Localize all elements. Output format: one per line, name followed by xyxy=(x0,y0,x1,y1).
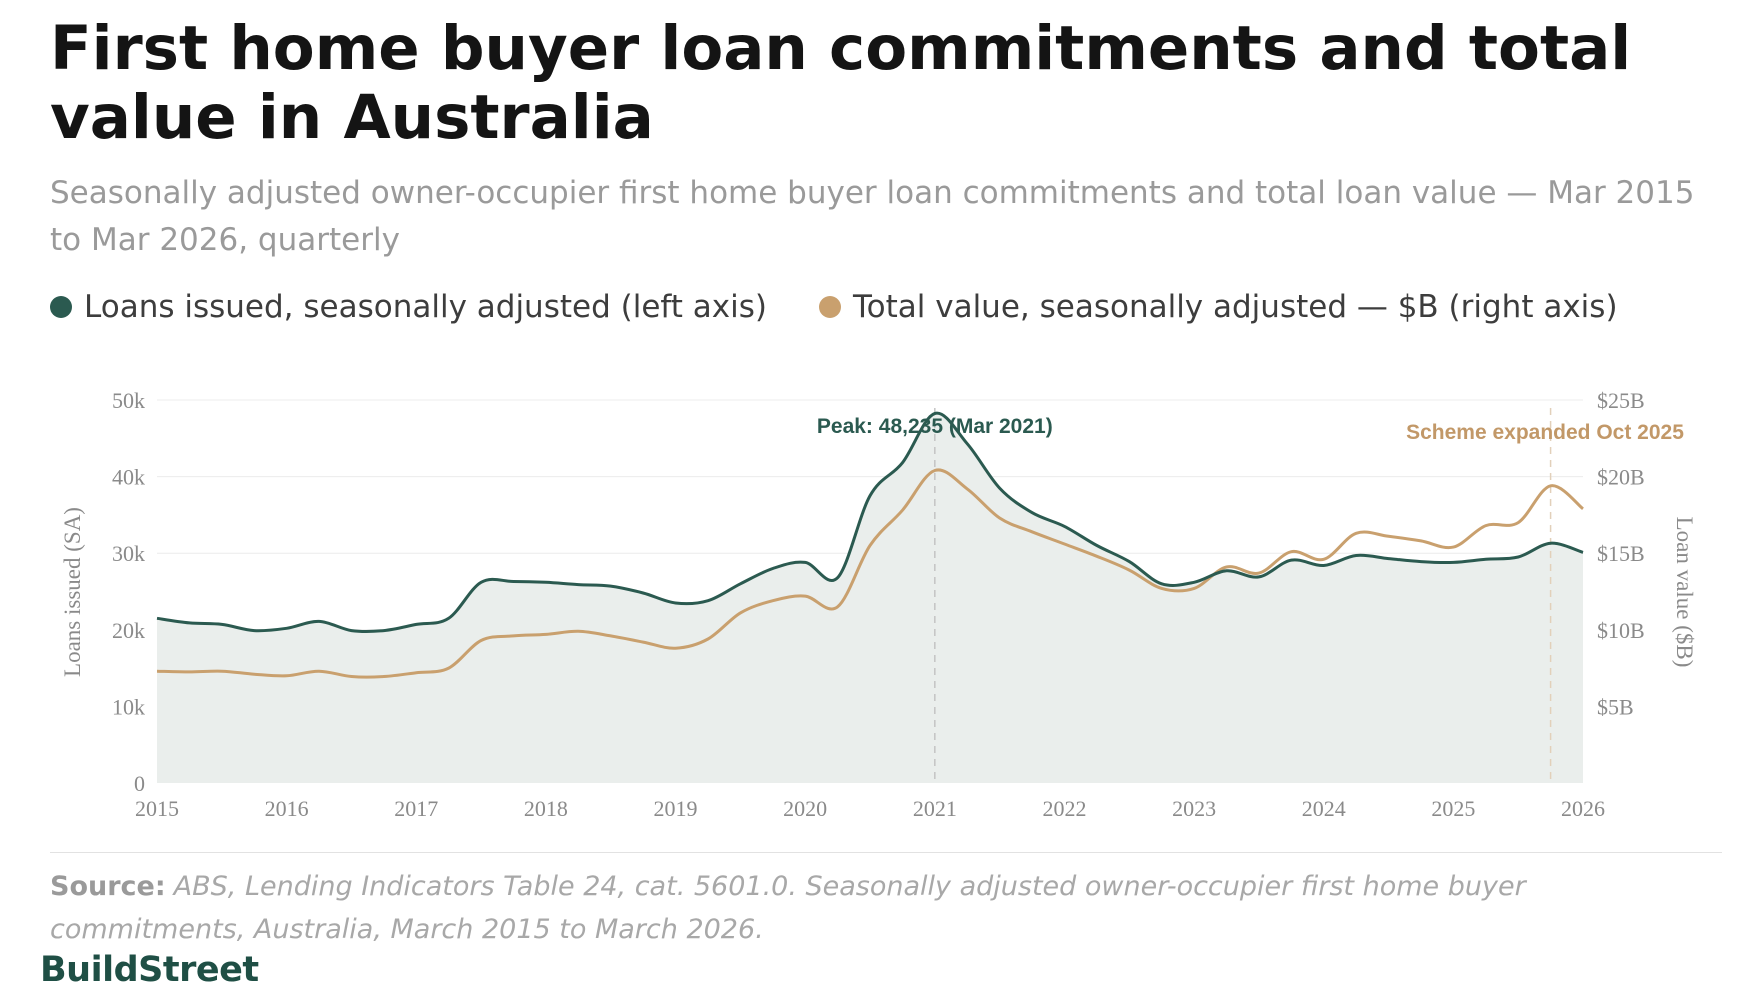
left-tick-label: 40k xyxy=(112,465,145,490)
x-tick-label: 2018 xyxy=(524,796,568,821)
x-tick-label: 2017 xyxy=(394,796,438,821)
brand-logo: BuildStreet xyxy=(40,950,259,990)
left-tick-label: 10k xyxy=(112,694,145,719)
left-tick-label: 50k xyxy=(112,388,145,413)
legend-item-value: Total value, seasonally adjusted — $B (r… xyxy=(818,289,1618,325)
right-axis-ticks: $5B $10B $15B $20B $25B xyxy=(1597,388,1645,719)
right-tick-label: $15B xyxy=(1597,541,1645,566)
x-tick-label: 2020 xyxy=(783,796,827,821)
left-tick-label: 30k xyxy=(112,541,145,566)
x-tick-label: 2015 xyxy=(135,796,179,821)
x-axis-ticks: 2015 2016 2017 2018 2019 2020 2021 2022 2023 2024… xyxy=(135,796,1605,821)
right-tick-label: $25B xyxy=(1597,388,1645,413)
source-label: Source: xyxy=(50,871,166,902)
loans-area-fill xyxy=(157,413,1583,783)
series-lines xyxy=(156,411,1584,679)
left-tick-label: 20k xyxy=(112,618,145,643)
source-divider xyxy=(50,852,1722,853)
left-axis-title: Loans issued (SA) xyxy=(60,507,85,677)
right-axis-title: Loan value ($B) xyxy=(1672,517,1697,668)
chart-title: First home buyer loan commitments and to… xyxy=(50,13,1632,153)
chart-subtitle: Seasonally adjusted owner-occupier first… xyxy=(50,175,1695,258)
source-text: ABS, Lending Indicators Table 24, cat. 5… xyxy=(50,871,1526,945)
x-tick-label: 2021 xyxy=(913,796,957,821)
left-tick-label: 0 xyxy=(134,771,145,796)
scheme-annotation: Scheme expanded Oct 2025 xyxy=(1406,421,1684,444)
right-tick-label: $20B xyxy=(1597,465,1645,490)
legend-swatch-value xyxy=(818,296,841,318)
value-series-line xyxy=(156,468,1584,679)
legend-label-loans: Loans issued, seasonally adjusted (left … xyxy=(84,289,767,325)
reference-lines xyxy=(934,408,1552,783)
x-tick-label: 2019 xyxy=(654,796,698,821)
source-note: Source: ABS, Lending Indicators Table 24,… xyxy=(50,865,1700,951)
x-tick-label: 2016 xyxy=(265,796,309,821)
right-tick-label: $10B xyxy=(1597,618,1645,643)
peak-annotation: Peak: 48,235 (Mar 2021) xyxy=(817,415,1053,438)
x-tick-label: 2025 xyxy=(1431,796,1475,821)
x-tick-label: 2024 xyxy=(1302,796,1346,821)
left-axis-ticks: 0 10k 20k 30k 40k 50k xyxy=(112,388,145,796)
x-tick-label: 2023 xyxy=(1172,796,1216,821)
x-tick-label: 2022 xyxy=(1042,796,1086,821)
x-tick-label: 2026 xyxy=(1561,796,1605,821)
area-layer xyxy=(157,413,1583,783)
line-chart: 0 10k 20k 30k 40k 50k $5B $10B $15B $20B $25B 201… xyxy=(60,388,1697,821)
legend-item-loans: Loans issued, seasonally adjusted (left … xyxy=(50,289,767,325)
right-tick-label: $5B xyxy=(1597,694,1634,719)
loans-series-line xyxy=(156,411,1584,634)
legend: Loans issued, seasonally adjusted (left … xyxy=(50,285,1618,329)
legend-label-value: Total value, seasonally adjusted — $B (r… xyxy=(852,289,1618,325)
legend-swatch-loans xyxy=(50,296,72,318)
